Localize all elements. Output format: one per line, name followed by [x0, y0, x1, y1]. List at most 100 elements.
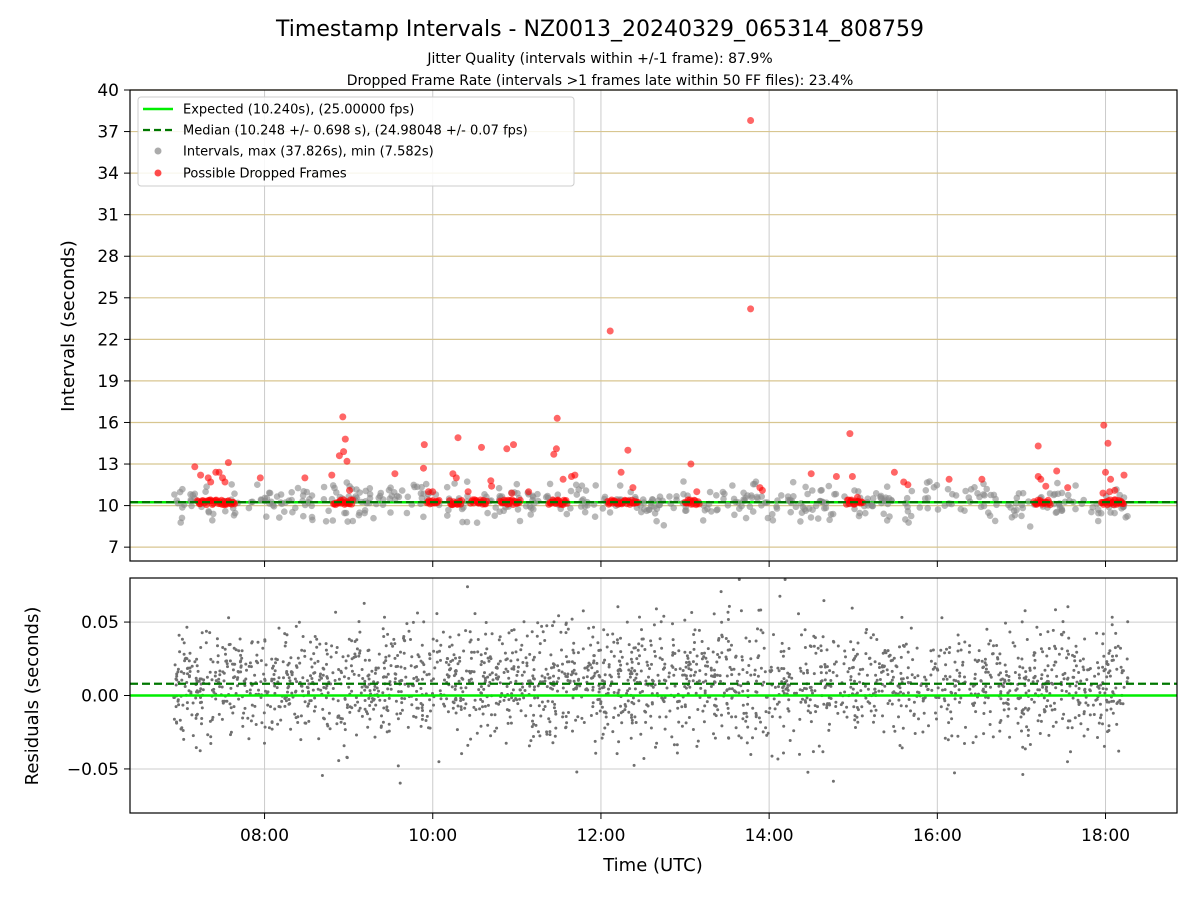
residual-point: [523, 689, 527, 692]
interval-point: [883, 483, 891, 491]
residual-point: [1039, 677, 1043, 681]
residual-point: [348, 710, 352, 714]
residual-point: [804, 687, 808, 691]
residual-point: [745, 741, 749, 745]
residual-point: [427, 672, 431, 676]
top-y-tick-label: 16: [97, 413, 119, 433]
residual-point: [364, 685, 368, 689]
residual-point: [210, 688, 214, 692]
residual-point: [470, 650, 474, 654]
residual-point: [487, 659, 491, 663]
residual-point: [231, 711, 235, 715]
residual-point: [403, 666, 407, 670]
residual-point: [864, 652, 868, 656]
residual-point: [836, 644, 840, 648]
residual-point: [675, 751, 679, 755]
interval-point: [228, 481, 235, 488]
residual-point: [199, 682, 203, 686]
residual-point: [191, 701, 195, 705]
residual-point: [548, 730, 552, 734]
residual-point: [634, 676, 638, 680]
residual-point: [415, 675, 418, 679]
residual-point: [498, 635, 502, 639]
residual-point: [320, 774, 324, 777]
residual-point: [713, 712, 716, 716]
residual-point: [547, 717, 551, 721]
interval-point: [265, 489, 273, 497]
residual-point: [831, 670, 835, 674]
residual-point: [421, 661, 425, 665]
residual-point: [522, 670, 526, 674]
residual-point: [484, 621, 488, 624]
residual-point: [456, 704, 460, 708]
residual-point: [415, 665, 419, 668]
residual-point: [1046, 630, 1050, 634]
residual-point: [1052, 663, 1056, 667]
residual-point: [842, 710, 846, 714]
residual-point: [592, 654, 596, 658]
residual-point: [287, 702, 291, 706]
residual-point: [249, 665, 253, 669]
residual-point: [836, 711, 840, 715]
residual-point: [1002, 701, 1006, 705]
residual-point: [236, 684, 239, 688]
residual-point: [570, 670, 574, 674]
interval-point: [764, 514, 772, 522]
residual-point: [389, 642, 393, 646]
residual-point: [368, 704, 372, 707]
residual-point: [357, 654, 361, 658]
interval-point: [746, 503, 754, 511]
residual-point: [984, 684, 988, 688]
residual-point: [380, 714, 383, 718]
dropped-frame-point: [341, 435, 349, 443]
residual-point: [1125, 680, 1129, 684]
legend: Expected (10.240s), (25.00000 fps)Median…: [137, 96, 575, 187]
residual-point: [352, 672, 356, 676]
residual-point: [692, 647, 696, 651]
residual-point: [955, 668, 959, 672]
residual-point: [945, 707, 949, 711]
residual-point: [651, 685, 655, 689]
residual-point: [617, 675, 621, 679]
residual-point: [1095, 631, 1099, 635]
residual-point: [339, 716, 343, 720]
residual-point: [744, 719, 748, 723]
residual-point: [420, 677, 424, 681]
residual-point: [311, 688, 315, 692]
residual-point: [300, 684, 304, 688]
residual-point: [564, 655, 568, 659]
residual-point: [1042, 696, 1046, 700]
residual-point: [451, 706, 455, 710]
residual-point: [512, 628, 516, 632]
residual-point: [239, 659, 243, 663]
x-tick-label: 12:00: [576, 826, 625, 846]
residual-point: [410, 655, 414, 659]
residual-point: [473, 698, 477, 702]
residual-point: [1053, 644, 1057, 648]
residual-point: [270, 727, 274, 731]
residual-point: [253, 673, 257, 677]
interval-point: [1054, 479, 1061, 487]
residual-point: [250, 703, 254, 707]
interval-point: [731, 511, 738, 519]
residual-point: [586, 664, 590, 668]
residual-point: [872, 704, 876, 708]
residual-point: [175, 721, 179, 725]
residual-point: [507, 631, 511, 635]
residual-point: [790, 676, 794, 680]
residual-point: [354, 696, 358, 700]
residual-point: [858, 680, 862, 684]
residual-point: [689, 668, 693, 672]
interval-point: [188, 502, 195, 510]
residual-point: [910, 673, 914, 677]
residual-point: [871, 633, 875, 637]
residual-point: [312, 671, 316, 675]
top-y-tick-label: 28: [97, 247, 119, 267]
residual-point: [343, 697, 347, 701]
interval-point: [385, 486, 393, 494]
residual-point: [688, 685, 692, 689]
residual-point: [652, 623, 656, 627]
residual-point: [294, 716, 298, 720]
interval-point: [514, 506, 522, 513]
residual-point: [1020, 620, 1024, 624]
